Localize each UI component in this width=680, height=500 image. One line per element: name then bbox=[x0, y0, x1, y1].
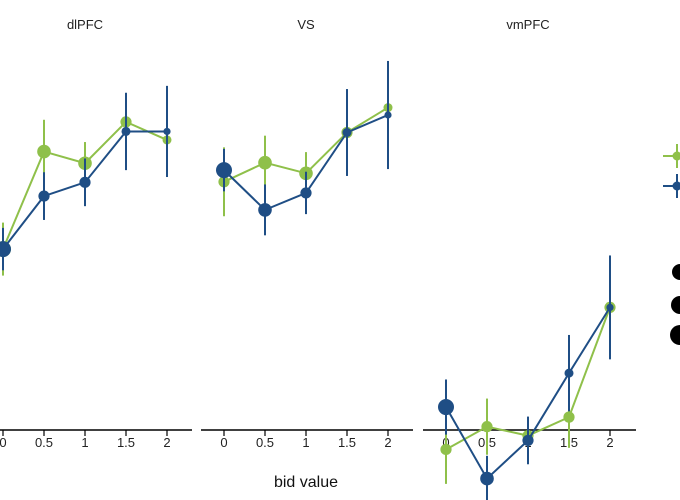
data-point bbox=[563, 411, 575, 423]
data-point bbox=[440, 443, 452, 456]
data-point bbox=[438, 399, 454, 416]
x-tick-label: 2 bbox=[384, 435, 391, 450]
x-tick-label: 0.5 bbox=[35, 435, 53, 450]
data-point bbox=[216, 162, 232, 179]
data-point bbox=[384, 111, 392, 119]
x-tick-label: 1.5 bbox=[338, 435, 356, 450]
data-point bbox=[342, 128, 352, 137]
x-tick-label: 0.5 bbox=[256, 435, 274, 450]
x-tick-label: 0 bbox=[220, 435, 227, 450]
x-tick-label: 2 bbox=[606, 435, 613, 450]
data-point bbox=[522, 434, 534, 447]
data-point bbox=[0, 241, 11, 258]
data-point bbox=[481, 421, 493, 433]
size-legend-dot bbox=[670, 325, 680, 345]
data-point bbox=[79, 176, 91, 188]
panel-title: dlPFC bbox=[67, 17, 103, 32]
x-tick-label: 1.5 bbox=[117, 435, 135, 450]
data-point bbox=[163, 127, 171, 136]
size-legend-dot bbox=[671, 296, 680, 314]
panel-title: VS bbox=[297, 17, 315, 32]
size-legend-dot bbox=[672, 264, 680, 280]
data-point bbox=[37, 144, 51, 159]
data-point bbox=[564, 368, 574, 378]
data-point bbox=[38, 190, 50, 202]
data-point bbox=[606, 303, 614, 311]
data-point bbox=[121, 126, 131, 136]
data-point bbox=[258, 203, 272, 217]
x-tick-label: 2 bbox=[163, 435, 170, 450]
data-point bbox=[258, 155, 272, 170]
x-tick-label: 1 bbox=[302, 435, 309, 450]
data-point bbox=[300, 187, 312, 199]
legend-marker bbox=[672, 181, 680, 191]
x-axis-title: bid value bbox=[274, 474, 338, 491]
x-tick-label: 1 bbox=[81, 435, 88, 450]
legend-marker bbox=[672, 151, 680, 161]
x-tick-label: 0 bbox=[0, 435, 7, 450]
panel-title: vmPFC bbox=[506, 17, 549, 32]
data-point bbox=[480, 471, 494, 486]
